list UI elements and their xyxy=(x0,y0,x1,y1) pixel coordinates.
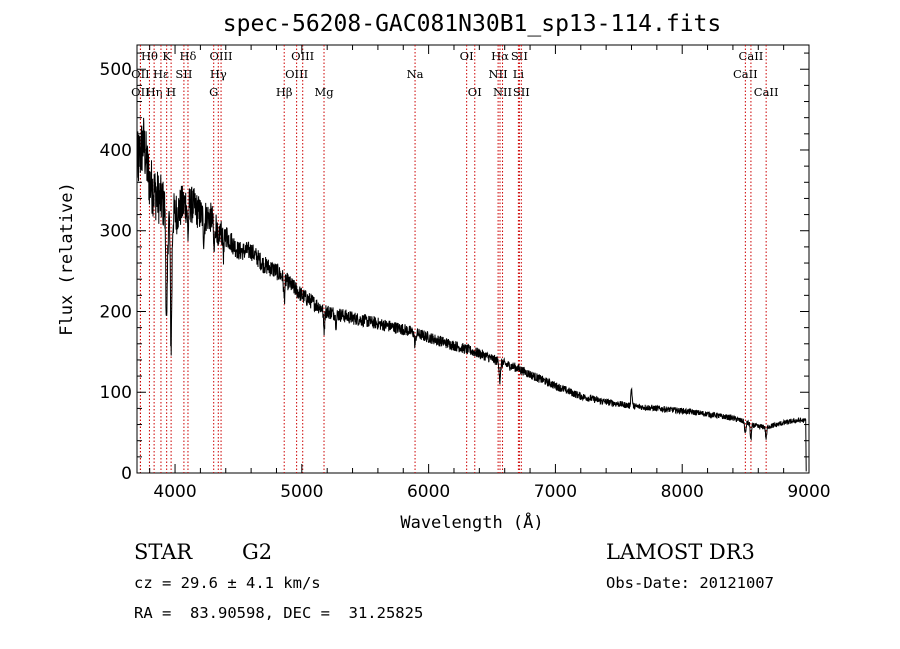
line-label: Hε xyxy=(153,67,169,81)
line-label: OIII xyxy=(285,67,308,81)
line-label: Na xyxy=(407,67,424,81)
line-label: Hδ xyxy=(179,49,196,63)
line-label: OIII xyxy=(210,49,233,63)
object-type: STAR xyxy=(134,540,193,564)
y-axis: 0 100 200 300 400 500 xyxy=(100,52,809,484)
x-axis-label: Wavelength (Å) xyxy=(400,511,543,533)
line-label: OII xyxy=(131,85,150,99)
y-tick-label: 100 xyxy=(100,383,132,403)
coordinates: RA = 83.90598, DEC = 31.25825 xyxy=(134,604,424,622)
x-tick-label: 6000 xyxy=(407,482,450,502)
y-tick-label: 300 xyxy=(100,222,132,242)
survey-name: LAMOST DR3 xyxy=(606,540,755,564)
line-label: OI xyxy=(460,49,474,63)
y-tick-label: 500 xyxy=(100,60,132,80)
x-tick-label: 4000 xyxy=(153,482,196,502)
line-label: Mg xyxy=(314,85,334,99)
line-label: CaII xyxy=(754,85,779,99)
line-label: OIII xyxy=(291,49,314,63)
line-label: Hα xyxy=(491,49,509,63)
line-label: NII xyxy=(493,85,512,99)
line-label: SII xyxy=(511,49,528,63)
x-tick-label: 9000 xyxy=(787,482,830,502)
x-tick-label: 5000 xyxy=(280,482,323,502)
line-label: CaII xyxy=(739,49,764,63)
line-label: Li xyxy=(513,67,525,81)
line-label: OI xyxy=(468,85,482,99)
plot-frame xyxy=(136,44,810,474)
line-label: SII xyxy=(175,67,192,81)
observation-date: Obs-Date: 20121007 xyxy=(606,574,774,592)
x-tick-label: 7000 xyxy=(534,482,577,502)
x-axis: 4000 5000 6000 7000 8000 9000 xyxy=(149,45,831,502)
y-tick-label: 400 xyxy=(100,141,132,161)
line-label: K xyxy=(162,49,171,63)
line-label: H xyxy=(166,85,176,99)
y-axis-label: Flux (relative) xyxy=(57,182,77,336)
y-tick-label: 0 xyxy=(121,464,132,484)
redshift-velocity: cz = 29.6 ± 4.1 km/s xyxy=(134,574,321,592)
line-label: NII xyxy=(489,67,508,81)
line-label: Hβ xyxy=(276,85,293,99)
line-label: Hη xyxy=(146,85,163,99)
line-label: G xyxy=(209,85,218,99)
spectrum-line xyxy=(136,117,807,472)
chart-title: spec-56208-GAC081N30B1_sp13-114.fits xyxy=(223,11,722,37)
line-label: Hθ xyxy=(141,49,158,63)
line-label: SII xyxy=(513,85,530,99)
x-tick-label: 8000 xyxy=(661,482,704,502)
line-label: CaII xyxy=(733,67,758,81)
line-label: Hγ xyxy=(210,67,227,81)
object-subclass: G2 xyxy=(242,540,273,564)
y-tick-label: 200 xyxy=(100,302,132,322)
